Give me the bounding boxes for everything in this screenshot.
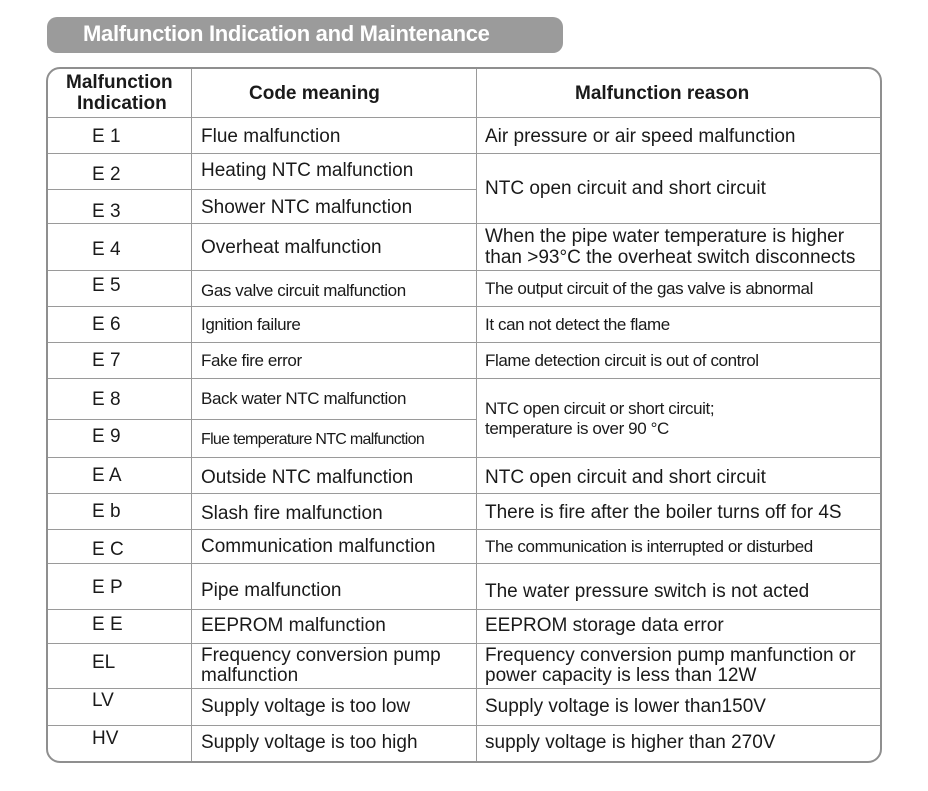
code-cell: E E [92,614,123,635]
reason-cell: supply voltage is higher than 270V [485,732,776,753]
reason-cell: The water pressure switch is not acted [485,581,810,602]
code-cell: EL [92,652,116,673]
code-cell: E 5 [92,275,121,296]
meaning-cell: Outside NTC malfunction [201,467,414,488]
code-cell: E C [92,539,124,560]
row-divider [48,529,880,530]
reason-cell: It can not detect the flame [485,315,670,334]
row-divider [48,609,880,610]
meaning-cell: Shower NTC malfunction [201,197,413,218]
reason-cell: There is fire after the boiler turns off… [485,502,842,523]
meaning-cell: Fake fire error [201,351,302,370]
meaning-cell: EEPROM malfunction [201,615,386,636]
meaning-cell: Communication malfunction [201,536,436,557]
meaning-cell: Supply voltage is too low [201,696,411,717]
row-divider [48,378,880,379]
meaning-cell: Ignition failure [201,315,301,334]
meaning-cell-line2: malfunction [201,665,299,686]
row-divider [48,189,476,190]
merged-reason-line2: temperature is over 90 °C [485,419,669,438]
row-divider [48,688,880,689]
meaning-cell: Heating NTC malfunction [201,160,414,181]
meaning-cell: Flue malfunction [201,126,341,147]
reason-cell: Air pressure or air speed malfunction [485,126,796,147]
row-divider [48,493,880,494]
reason-cell: The communication is interrupted or dist… [485,537,813,556]
header-col2: Code meaning [249,83,380,104]
reason-cell: Supply voltage is lower than150V [485,696,766,717]
reason-cell: EEPROM storage data error [485,615,724,636]
header-col3: Malfunction reason [575,83,750,104]
row-divider [48,457,880,458]
row-divider [48,223,880,224]
code-cell: E A [92,465,122,486]
meaning-cell: Supply voltage is too high [201,732,418,753]
meaning-cell-line1: Frequency conversion pump [201,645,441,666]
code-cell: E 3 [92,201,121,222]
malfunction-table: Malfunction Indication Code meaning Malf… [46,67,882,763]
row-divider [48,725,880,726]
meaning-cell: Slash fire malfunction [201,503,383,524]
section-title: Malfunction Indication and Maintenance [83,21,490,46]
code-cell: E 8 [92,389,121,410]
code-cell: E 4 [92,239,121,260]
code-cell: E 1 [92,126,121,147]
row-divider [48,563,880,564]
row-divider [48,342,880,343]
reason-cell-line1: Frequency conversion pump manfunction or [485,645,856,666]
section-title-banner: Malfunction Indication and Maintenance [47,17,563,53]
row-divider [48,117,880,118]
merged-reason-cell: NTC open circuit and short circuit [485,178,766,199]
header-col1-line2: Indication [77,93,167,114]
header-col1-line1: Malfunction [66,72,173,93]
row-divider [48,270,880,271]
code-cell: E 6 [92,314,121,335]
code-cell: E b [92,501,121,522]
meaning-cell: Overheat malfunction [201,237,382,258]
meaning-cell: Back water NTC malfunction [201,389,407,408]
meaning-cell: Pipe malfunction [201,580,342,601]
code-cell: E 2 [92,164,121,185]
meaning-cell: Gas valve circuit malfunction [201,281,406,300]
code-cell: E 9 [92,426,121,447]
code-cell: HV [92,728,119,749]
row-divider [48,643,880,644]
reason-cell: The output circuit of the gas valve is a… [485,279,813,298]
reason-cell-line1: When the pipe water temperature is highe… [485,226,845,247]
row-divider [48,306,880,307]
reason-cell-line2: than >93°C the overheat switch disconnec… [485,247,856,268]
col-divider-1 [191,69,192,761]
row-divider [48,153,880,154]
reason-cell: Flame detection circuit is out of contro… [485,351,759,370]
merged-reason-line1: NTC open circuit or short circuit; [485,399,715,418]
row-divider [48,419,476,420]
reason-cell: NTC open circuit and short circuit [485,467,766,488]
col-divider-2 [476,69,477,761]
code-cell: LV [92,690,114,711]
meaning-cell: Flue temperature NTC malfunction [201,431,425,448]
code-cell: E P [92,577,123,598]
reason-cell-line2: power capacity is less than 12W [485,665,757,686]
code-cell: E 7 [92,350,121,371]
